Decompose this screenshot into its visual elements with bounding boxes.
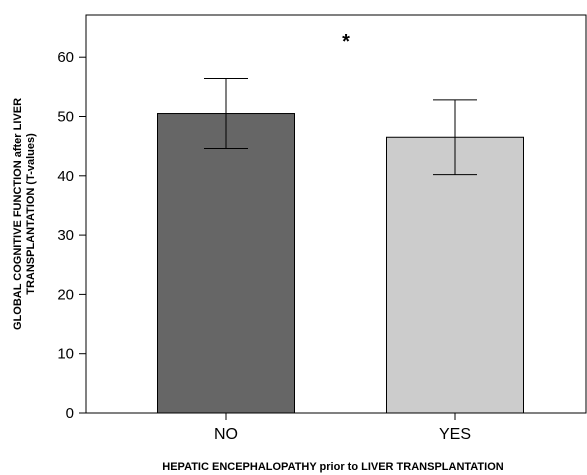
- y-axis: 0 10 20 30 40 50 60: [57, 49, 86, 422]
- bar-no: [157, 113, 295, 414]
- x-tick-label: YES: [439, 426, 471, 443]
- bars: [157, 113, 524, 414]
- y-axis-label-line1: GLOBAL COGNITIVE FUNCTION after LIVER: [12, 98, 24, 330]
- y-tick-label: 60: [57, 49, 74, 66]
- y-tick-label: 40: [57, 168, 74, 185]
- y-axis-label-line2: TRANSPLANTATION (T-values): [25, 133, 37, 295]
- y-tick-label: 10: [57, 346, 74, 363]
- error-bars: [204, 78, 477, 176]
- y-tick-label: 20: [57, 286, 74, 303]
- bar-yes: [386, 136, 524, 414]
- y-tick-label: 0: [66, 405, 74, 422]
- y-tick-label: 30: [57, 227, 74, 244]
- significance-marker: *: [342, 31, 350, 53]
- x-tick-label: NO: [214, 426, 238, 443]
- x-axis-label: HEPATIC ENCEPHALOPATHY prior to LIVER TR…: [162, 461, 503, 473]
- x-axis: NO YES: [214, 413, 471, 443]
- y-tick-label: 50: [57, 109, 74, 126]
- plot-frame: [85, 14, 587, 414]
